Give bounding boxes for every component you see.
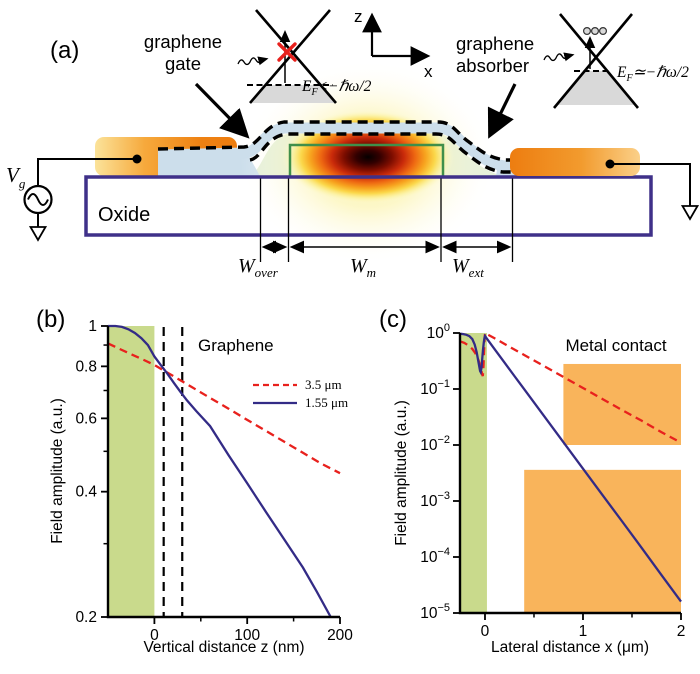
y-tick-label: 1 bbox=[88, 318, 97, 335]
y-tick-label: 0.8 bbox=[75, 358, 97, 375]
waveguide-region bbox=[460, 333, 487, 613]
y-tick-label: 0.4 bbox=[75, 484, 97, 501]
gate-callout-line1: graphene bbox=[144, 31, 222, 52]
x-tick-label: 200 bbox=[327, 627, 353, 644]
y-axis-title: Field amplitude (a.u.) bbox=[49, 398, 66, 544]
ac-sine-icon bbox=[27, 193, 49, 206]
y-axis-title: Field amplitude (a.u.) bbox=[393, 400, 410, 546]
electrons-icon bbox=[582, 27, 607, 36]
right-ground-icon bbox=[680, 205, 700, 221]
device-schematic: Oxide Vg Wover Wm We bbox=[6, 7, 700, 280]
y-tick-label: 0.6 bbox=[75, 410, 97, 427]
oxide-label: Oxide bbox=[98, 204, 150, 226]
dim-w-m: Wm bbox=[350, 255, 376, 280]
blocked-x-icon bbox=[277, 42, 297, 62]
x-axis-title: Vertical distance z (nm) bbox=[143, 639, 304, 656]
series-red-dashed bbox=[107, 342, 341, 475]
coordinate-axes-icon: z x bbox=[354, 7, 433, 81]
dim-w-over: Wover bbox=[238, 255, 279, 280]
gate-callout-arrow bbox=[194, 82, 250, 139]
panel-label: (b) bbox=[36, 306, 65, 333]
absorber-callout-line1: graphene bbox=[456, 33, 534, 54]
left-ground-icon bbox=[28, 226, 48, 242]
y-tick-label: 10−5 bbox=[420, 602, 450, 622]
graphene-ribbon bbox=[157, 122, 571, 172]
photon-wavy-icon bbox=[543, 52, 575, 62]
absorber-callout-arrow bbox=[487, 83, 517, 139]
graphene-absorber-sheet bbox=[249, 132, 567, 174]
y-tick-label: 10−3 bbox=[420, 490, 450, 510]
graphene-gate-sheet bbox=[157, 120, 567, 162]
cone-fill-gray bbox=[250, 85, 336, 103]
gate-voltage-label: Vg bbox=[6, 163, 26, 191]
axis-z-label: z bbox=[354, 7, 363, 26]
panel-a-label: (a) bbox=[50, 37, 79, 64]
annotation-label: Metal contact bbox=[565, 336, 666, 355]
cone-fill-gray bbox=[556, 71, 636, 105]
dim-w-ext: Wext bbox=[452, 255, 484, 280]
legend-entry-label: 1.55 μm bbox=[305, 395, 348, 410]
oxide-border bbox=[84, 175, 653, 237]
series-blue-solid bbox=[108, 324, 332, 618]
y-tick-label: 10−2 bbox=[420, 434, 450, 454]
dimension-lines bbox=[259, 178, 514, 262]
charts-layer: 0 100 200 1 0.8 0.6 0.4 0.2 Vertical distance z … bbox=[36, 306, 685, 656]
y-tick-label: 0.2 bbox=[75, 609, 97, 626]
x-tick-label: 2 bbox=[677, 623, 686, 640]
y-tick-label: 10−1 bbox=[420, 378, 450, 398]
series-blue-solid bbox=[459, 332, 682, 603]
absorber-callout-line2: absorber bbox=[456, 55, 529, 76]
fermi-label-absorber: EF≃−ℏω/2 bbox=[616, 64, 689, 84]
x-tick-label: 100 bbox=[234, 627, 260, 644]
x-tick-label: 0 bbox=[481, 623, 490, 640]
y-tick-label: 10−4 bbox=[420, 546, 450, 566]
legend-entry-label: 3.5 μm bbox=[305, 377, 342, 392]
left-wire bbox=[37, 158, 137, 186]
right-wire bbox=[610, 163, 691, 206]
x-tick-label: 0 bbox=[150, 627, 159, 644]
gate-callout-line2: gate bbox=[165, 53, 201, 74]
dirac-cone-absorber: EF≃−ℏω/2 bbox=[543, 13, 689, 109]
dirac-cone-gate: EF<−ℏω/2 bbox=[237, 9, 372, 104]
photon-wavy-icon bbox=[237, 56, 269, 66]
axis-x-label: x bbox=[424, 62, 433, 81]
y-tick-label: 100 bbox=[427, 322, 450, 342]
x-tick-label: 1 bbox=[579, 623, 588, 640]
fermi-label-gate: EF<−ℏω/2 bbox=[301, 78, 372, 98]
x-axis-title: Lateral distance x (μm) bbox=[491, 639, 649, 656]
right-metal-contact bbox=[510, 148, 640, 176]
metal-contact-region bbox=[524, 469, 681, 613]
annotation-label: Graphene bbox=[198, 336, 274, 355]
panel-label: (c) bbox=[379, 306, 407, 333]
waveguide-region bbox=[108, 326, 155, 617]
